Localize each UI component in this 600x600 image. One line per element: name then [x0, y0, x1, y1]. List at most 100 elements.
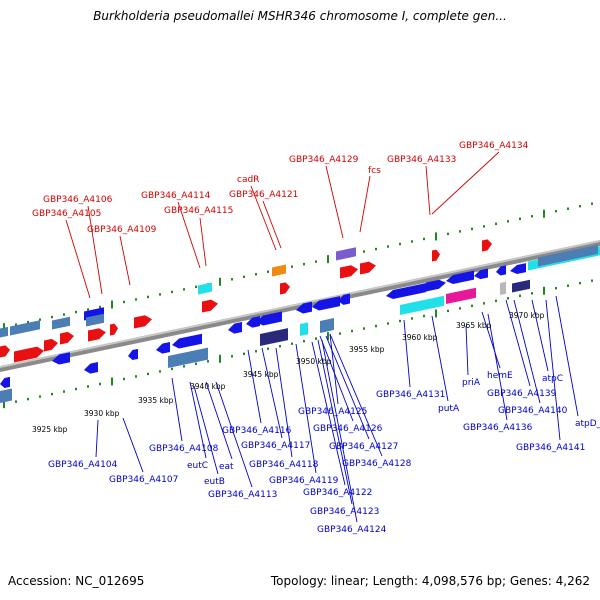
gene-feature[interactable]	[400, 295, 444, 315]
reverse-gene-label[interactable]: GBP346_A4125	[298, 407, 367, 417]
reverse-gene-label[interactable]: GBP346_A4118	[249, 460, 319, 470]
reverse-gene-label[interactable]: GBP346_A4141	[516, 443, 585, 453]
upper-tick-mark	[507, 220, 509, 223]
chromosome-backbone	[0, 240, 600, 372]
gene-feature[interactable]	[84, 362, 98, 374]
gene-feature[interactable]	[426, 279, 446, 292]
gene-feature[interactable]	[280, 282, 290, 295]
reverse-gene-label[interactable]: hemE	[487, 371, 513, 381]
gene-feature[interactable]	[110, 323, 118, 336]
gene-feature[interactable]	[86, 313, 104, 327]
reverse-gene-label[interactable]: putA	[438, 404, 460, 414]
gene-feature[interactable]	[446, 270, 474, 285]
reverse-gene-label[interactable]: atpD_1	[575, 419, 600, 429]
reverse-gene-label[interactable]: GBP346_A4119	[269, 476, 339, 486]
gene-feature[interactable]	[256, 311, 282, 326]
gene-feature[interactable]	[172, 333, 202, 349]
reverse-gene-label[interactable]: GBP346_A4127	[329, 442, 398, 452]
gene-feature[interactable]	[198, 282, 212, 295]
reverse-gene-label[interactable]: GBP346_A4113	[208, 490, 277, 500]
reverse-gene-label[interactable]: GBP346_A4126	[313, 424, 383, 434]
gene-feature[interactable]	[512, 279, 530, 293]
reverse-gene-label[interactable]: eutB	[204, 477, 225, 487]
label-leader-line	[481, 311, 501, 369]
reverse-gene-label[interactable]: GBP346_A4136	[463, 423, 533, 433]
reverse-gene-label[interactable]: GBP346_A4117	[241, 441, 310, 451]
gene-feature[interactable]	[52, 316, 70, 330]
gene-feature[interactable]	[538, 244, 598, 267]
gene-feature[interactable]	[134, 315, 152, 329]
gene-feature[interactable]	[0, 345, 10, 358]
gene-feature[interactable]	[300, 322, 308, 336]
lower-tick-mark	[543, 286, 545, 295]
gene-feature[interactable]	[272, 264, 286, 277]
gene-feature[interactable]	[0, 326, 8, 338]
gene-feature[interactable]	[320, 318, 334, 333]
gene-feature[interactable]	[0, 376, 10, 389]
upper-tick-mark	[51, 315, 53, 319]
reverse-gene-label[interactable]: GBP346_A4131	[376, 390, 445, 400]
reverse-gene-label[interactable]: GBP346_A4116	[222, 426, 292, 436]
reverse-gene-label[interactable]: GBP346_A4140	[498, 406, 568, 416]
upper-tick-mark	[243, 275, 245, 278]
gene-feature[interactable]	[60, 331, 74, 345]
gene-feature[interactable]	[482, 239, 492, 252]
gene-feature[interactable]	[260, 328, 288, 346]
gene-feature[interactable]	[168, 347, 208, 368]
gene-feature[interactable]	[10, 320, 40, 336]
forward-gene-label[interactable]: GBP346_A4115	[164, 206, 233, 216]
gene-feature[interactable]	[156, 342, 170, 354]
gene-feature[interactable]	[14, 346, 44, 363]
gene-feature[interactable]	[128, 348, 138, 361]
reverse-gene-label[interactable]: atpC	[542, 374, 563, 384]
gene-feature[interactable]	[496, 265, 506, 276]
label-leader-line	[325, 335, 370, 440]
reverse-gene-label[interactable]: GBP346_A4123	[310, 507, 379, 517]
gene-feature[interactable]	[510, 263, 526, 275]
gene-feature[interactable]	[228, 322, 242, 334]
gene-feature[interactable]	[0, 388, 12, 403]
reverse-gene-label[interactable]: GBP346_A4108	[149, 444, 219, 454]
reverse-gene-label[interactable]: GBP346_A4124	[317, 525, 387, 535]
gene-feature[interactable]	[340, 265, 358, 279]
reverse-gene-label[interactable]: priA	[462, 378, 481, 388]
gene-feature[interactable]	[44, 338, 58, 352]
reverse-gene-label[interactable]: eat	[219, 462, 234, 472]
forward-gene-label[interactable]: GBP346_A4106	[43, 195, 113, 205]
reverse-gene-label[interactable]: GBP346_A4128	[342, 459, 412, 469]
gene-feature[interactable]	[338, 293, 350, 305]
forward-gene-label[interactable]: cadR	[237, 175, 259, 185]
gene-feature[interactable]	[432, 249, 440, 262]
gene-feature[interactable]	[500, 281, 506, 295]
reverse-gene-label[interactable]: eutC	[187, 461, 208, 471]
forward-gene-label[interactable]: GBP346_A4134	[459, 141, 529, 151]
reverse-gene-label[interactable]: GBP346_A4122	[303, 488, 372, 498]
gene-feature[interactable]	[312, 296, 340, 311]
reverse-gene-label[interactable]: GBP346_A4139	[487, 389, 557, 399]
forward-gene-label[interactable]: GBP346_A4121	[229, 190, 298, 200]
forward-gene-label[interactable]: GBP346_A4105	[32, 209, 101, 219]
gene-feature[interactable]	[52, 352, 70, 365]
forward-gene-label[interactable]: GBP346_A4109	[87, 225, 157, 235]
gene-feature[interactable]	[360, 261, 376, 275]
gene-feature[interactable]	[296, 301, 312, 314]
gene-feature[interactable]	[88, 328, 106, 342]
gene-feature[interactable]	[446, 287, 476, 304]
forward-gene-label[interactable]: GBP346_A4133	[387, 155, 456, 165]
reverse-gene-label[interactable]: GBP346_A4104	[48, 460, 118, 470]
gene-feature[interactable]	[336, 247, 356, 261]
gene-feature[interactable]	[202, 299, 218, 313]
reverse-gene-label[interactable]: GBP346_A4107	[109, 475, 178, 485]
upper-tick-mark	[423, 237, 425, 241]
forward-gene-label[interactable]: GBP346_A4114	[141, 191, 211, 201]
upper-tick-mark	[195, 285, 197, 289]
gene-feature[interactable]	[474, 268, 488, 280]
lower-tick-mark	[291, 342, 293, 345]
forward-gene-label[interactable]: fcs	[368, 166, 381, 176]
upper-tick-mark	[123, 300, 125, 304]
gene-feature[interactable]	[246, 316, 260, 328]
upper-tick-mark	[447, 232, 449, 236]
forward-gene-label[interactable]: GBP346_A4129	[289, 155, 359, 165]
gene-feature[interactable]	[386, 283, 426, 300]
